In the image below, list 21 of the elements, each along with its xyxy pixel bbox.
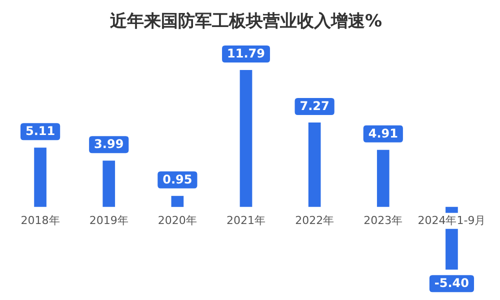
bar <box>171 196 184 207</box>
x-tick-label: 2024年1-9月 <box>418 214 486 227</box>
data-label: 7.27 <box>300 99 330 114</box>
bar <box>308 122 321 207</box>
bar <box>102 160 116 207</box>
chart-title: 近年来国防军工板块营业收入增速% <box>108 12 382 32</box>
bar <box>240 70 252 207</box>
x-tick-label: 2018年 <box>20 214 60 227</box>
x-tick-label: 2023年 <box>364 214 403 227</box>
data-label: -5.40 <box>434 276 470 290</box>
data-label: 4.91 <box>368 126 398 141</box>
bar <box>34 148 46 207</box>
data-label: 0.95 <box>162 172 192 187</box>
x-tick-label: 2021年 <box>226 214 266 227</box>
x-tick-label: 2020年 <box>158 214 197 227</box>
data-label: 3.99 <box>94 137 124 152</box>
data-label: 5.11 <box>25 124 56 138</box>
x-tick-label: 2019年 <box>89 214 128 227</box>
bar <box>376 150 390 207</box>
x-tick-label: 2022年 <box>295 214 334 227</box>
data-label: 11.79 <box>227 46 265 61</box>
